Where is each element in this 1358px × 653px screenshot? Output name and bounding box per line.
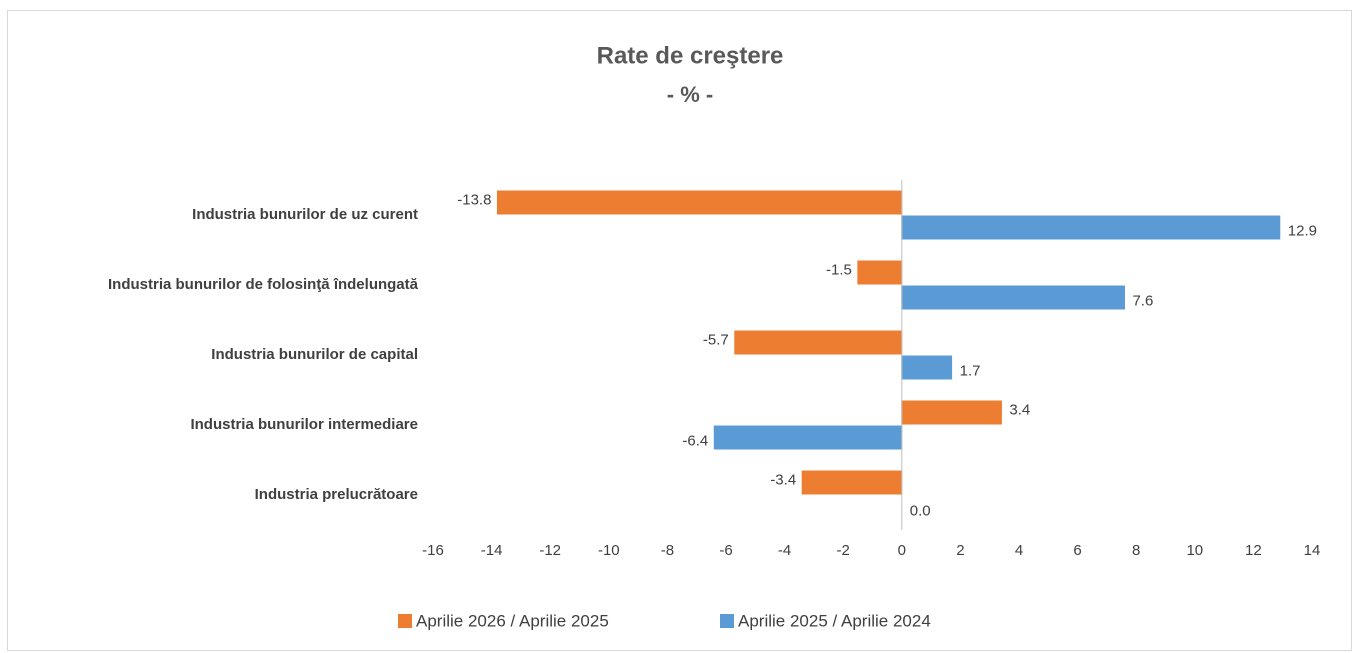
- category-label: Industria bunurilor de uz curent: [192, 206, 418, 223]
- category-label: Industria bunurilor intermediare: [190, 416, 418, 433]
- bar: [857, 260, 903, 285]
- x-tick-label: -4: [778, 542, 791, 559]
- bar: [901, 285, 1125, 310]
- x-tick-label: 2: [956, 542, 964, 559]
- bar: [713, 425, 903, 450]
- bar: [901, 355, 953, 380]
- data-label: -13.8: [457, 191, 491, 208]
- data-label: 12.9: [1288, 222, 1317, 239]
- bar: [901, 400, 1002, 425]
- x-tick-label: -2: [837, 542, 850, 559]
- category-label: Industria prelucrătoare: [255, 486, 418, 503]
- data-label: 7.6: [1132, 292, 1153, 309]
- x-tick-label: -14: [481, 542, 503, 559]
- data-label: -3.4: [770, 471, 796, 488]
- x-tick-label: -6: [719, 542, 732, 559]
- data-label: -1.5: [826, 261, 852, 278]
- category-label: Industria bunurilor de capital: [211, 346, 418, 363]
- data-label: 1.7: [960, 362, 981, 379]
- legend-label: Aprilie 2025 / Aprilie 2024: [738, 611, 931, 630]
- x-tick-label: 8: [1132, 542, 1140, 559]
- data-label: -5.7: [703, 331, 729, 348]
- x-tick-label: -10: [598, 542, 620, 559]
- bar: [734, 330, 903, 355]
- bar: [901, 215, 1281, 240]
- legend-swatch: [398, 614, 412, 628]
- x-tick-label: 6: [1073, 542, 1081, 559]
- x-tick-label: 10: [1186, 542, 1203, 559]
- chart-frame: [7, 10, 1352, 651]
- x-tick-label: -12: [539, 542, 561, 559]
- data-label: 0.0: [910, 502, 931, 519]
- data-label: -6.4: [682, 432, 708, 449]
- legend-swatch: [720, 614, 734, 628]
- category-label: Industria bunurilor de folosinţă îndelun…: [108, 276, 419, 293]
- x-tick-label: 4: [1015, 542, 1023, 559]
- bar: [496, 190, 903, 215]
- bar: [801, 470, 903, 495]
- x-tick-label: -8: [661, 542, 674, 559]
- x-tick-label: 14: [1304, 542, 1321, 559]
- x-tick-label: 0: [898, 542, 906, 559]
- x-tick-label: 12: [1245, 542, 1262, 559]
- chart-title: Rate de creştere: [597, 42, 784, 69]
- chart-subtitle: - % -: [667, 82, 713, 107]
- data-label: 3.4: [1009, 401, 1030, 418]
- legend-label: Aprilie 2026 / Aprilie 2025: [416, 611, 609, 630]
- x-tick-label: -16: [422, 542, 444, 559]
